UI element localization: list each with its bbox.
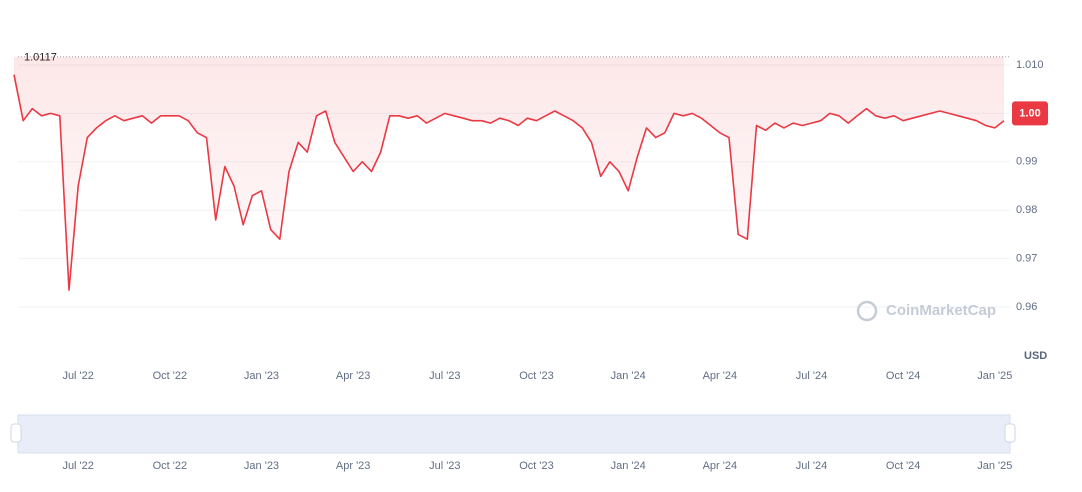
- y-tick-label: 0.96: [1016, 301, 1037, 313]
- y-tick-label: 1.00: [1019, 107, 1040, 119]
- y-tick-label: 0.99: [1016, 156, 1037, 168]
- x-tick-label: Oct '22: [153, 370, 188, 382]
- navigator-tick-label: Apr '23: [336, 460, 371, 472]
- price-badge: [1012, 101, 1048, 126]
- navigator-tick-label: Oct '23: [519, 460, 554, 472]
- y-unit: USD: [1024, 350, 1047, 362]
- x-tick-label: Jan '24: [611, 370, 646, 382]
- navigator-tick-label: Jul '24: [796, 460, 827, 472]
- navigator-tick-label: Apr '24: [703, 460, 738, 472]
- navigator-tick-label: Oct '24: [886, 460, 921, 472]
- price-line: [13, 74, 1005, 291]
- area: [14, 56, 1004, 291]
- x-tick-label: Jan '23: [244, 370, 279, 382]
- x-tick-label: Apr '24: [703, 370, 738, 382]
- x-tick-label: Oct '24: [886, 370, 921, 382]
- x-tick-label: Jul '24: [796, 370, 827, 382]
- watermark-text: CoinMarketCap: [886, 302, 996, 319]
- navigator-tick-label: Jul '22: [62, 460, 93, 472]
- y-tick-label: 0.97: [1016, 253, 1037, 265]
- navigator[interactable]: [17, 414, 1011, 454]
- navigator-handle[interactable]: [10, 423, 22, 443]
- x-tick-label: Jan '25: [977, 370, 1012, 382]
- navigator-tick-label: Oct '22: [153, 460, 188, 472]
- navigator-tick-label: Jan '24: [611, 460, 646, 472]
- navigator-handle[interactable]: [1004, 423, 1016, 443]
- watermark: CoinMarketCap: [856, 300, 996, 322]
- y-tick-label: 0.98: [1016, 204, 1037, 216]
- y-tick-label: 1.010: [1016, 59, 1044, 71]
- x-tick-label: Apr '23: [336, 370, 371, 382]
- x-tick-label: Jul '23: [429, 370, 460, 382]
- navigator-tick-label: Jan '23: [244, 460, 279, 472]
- x-tick-label: Jul '22: [62, 370, 93, 382]
- navigator-tick-label: Jan '25: [977, 460, 1012, 472]
- navigator-tick-label: Jul '23: [429, 460, 460, 472]
- x-tick-label: Oct '23: [519, 370, 554, 382]
